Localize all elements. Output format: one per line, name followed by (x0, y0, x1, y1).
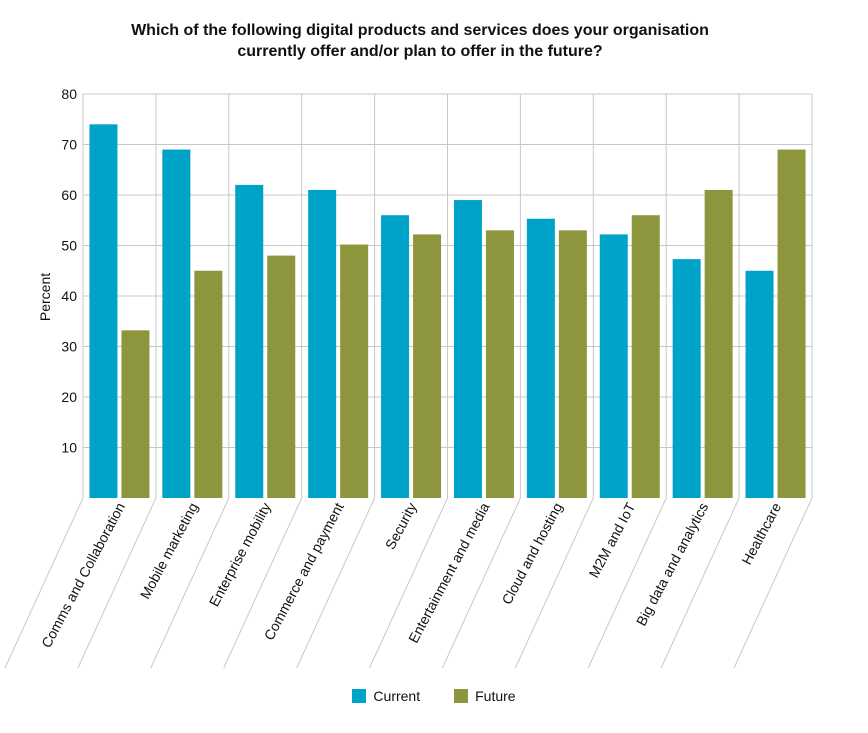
legend-swatch-future (454, 689, 469, 703)
legend: Current Future (0, 688, 868, 704)
bar-future-0 (121, 330, 150, 498)
legend-label-future: Future (475, 688, 516, 704)
bar-current-2 (235, 184, 264, 498)
bar-current-5 (453, 200, 482, 499)
y-tick-label: 10 (61, 440, 77, 456)
x-tick-label: Entertainment and media (405, 500, 493, 646)
category-divider-4 (296, 497, 376, 669)
x-tick-label: Big data and analytics (633, 500, 711, 628)
y-axis-label: Percent (37, 273, 53, 321)
x-tick-label: Commerce and payment (261, 500, 347, 643)
y-tick-label: 40 (61, 288, 77, 304)
bar-future-2 (267, 255, 296, 498)
y-tick-label: 70 (61, 137, 77, 153)
y-tick-label: 80 (61, 86, 77, 102)
x-tick-label: Comms and Collaboration (38, 500, 128, 650)
category-divider-6 (441, 497, 521, 669)
x-tick-label: Security (382, 500, 420, 552)
bar-future-7 (631, 215, 660, 498)
chart-title-line-1: Which of the following digital products … (131, 22, 709, 39)
category-divider-10 (733, 497, 813, 669)
category-divider-1 (77, 497, 157, 669)
bar-current-9 (745, 270, 774, 498)
bar-future-6 (558, 230, 587, 498)
bar-future-8 (704, 189, 733, 498)
legend-swatch-current (352, 689, 367, 703)
bar-current-4 (381, 215, 410, 498)
bar-future-3 (340, 244, 369, 498)
x-tick-label: M2M and IoT (586, 500, 639, 581)
bar-current-3 (308, 189, 337, 498)
bar-current-7 (599, 234, 628, 498)
x-tick-label: Cloud and hosting (498, 500, 565, 607)
y-tick-label: 50 (61, 238, 77, 254)
bars (89, 124, 806, 499)
legend-item-current: Current (352, 688, 420, 704)
bar-current-1 (162, 149, 191, 499)
bar-future-4 (413, 234, 442, 498)
category-divider-3 (223, 497, 303, 669)
category-divider-7 (514, 497, 594, 669)
legend-item-future: Future (454, 688, 516, 704)
bar-future-9 (777, 149, 806, 499)
chart-title: Which of the following digital products … (90, 20, 750, 62)
x-tick-label: Mobile marketing (137, 500, 201, 602)
bar-future-5 (485, 230, 514, 498)
y-tick-label: 20 (61, 389, 77, 405)
bar-current-8 (672, 259, 701, 498)
category-divider-8 (587, 497, 667, 669)
category-divider-0 (4, 497, 84, 669)
category-divider-5 (369, 497, 448, 669)
legend-label-current: Current (373, 688, 421, 704)
bar-current-0 (89, 124, 118, 499)
category-divider-2 (150, 497, 230, 669)
category-labels: Comms and Collaboration Mobile marketing E… (38, 500, 784, 651)
category-divider-9 (660, 497, 740, 669)
y-axis-ticks: 10 20 30 40 50 60 70 80 (61, 86, 77, 456)
x-tick-label: Healthcare (738, 500, 784, 567)
chart-title-line-2: currently offer and/or plan to offer in … (237, 43, 603, 60)
bar-current-6 (526, 218, 555, 499)
y-tick-label: 30 (61, 339, 77, 355)
y-tick-label: 60 (61, 187, 77, 203)
bar-future-1 (194, 270, 223, 498)
x-tick-label: Enterprise mobility (206, 500, 274, 609)
